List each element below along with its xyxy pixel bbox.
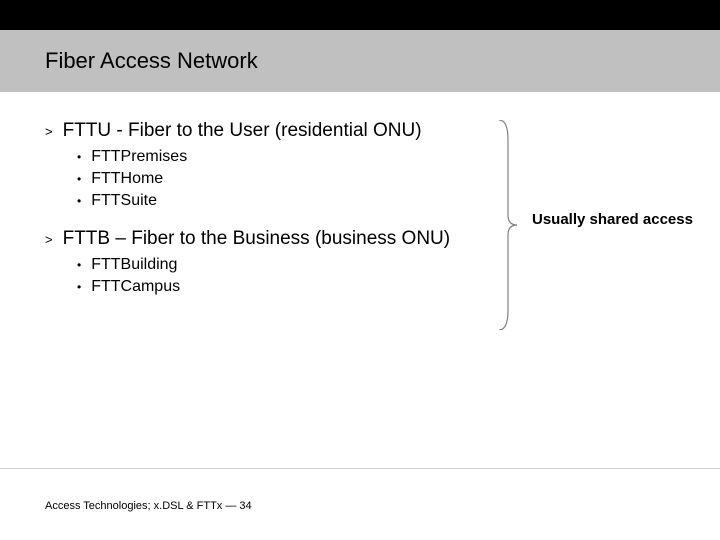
list-item: • FTTCampus	[77, 278, 450, 296]
level2-text: FTTSuite	[91, 192, 157, 210]
level2-text: FTTPremises	[91, 148, 187, 166]
bullet-marker: >	[45, 231, 53, 249]
footer-divider	[0, 468, 720, 469]
sublist: • FTTPremises • FTTHome • FTTSuite	[77, 148, 450, 210]
list-item: • FTTBuilding	[77, 256, 450, 274]
level2-text: FTTHome	[91, 170, 163, 188]
level2-text: FTTBuilding	[91, 256, 177, 274]
level1-text: FTTB – Fiber to the Business (business O…	[63, 228, 451, 250]
level2-text: FTTCampus	[91, 278, 180, 296]
content-area: > FTTU - Fiber to the User (residential …	[45, 120, 450, 314]
bullet-marker: •	[77, 278, 81, 296]
title-bar: Fiber Access Network	[0, 30, 720, 92]
list-item: • FTTSuite	[77, 192, 450, 210]
bullet-marker: •	[77, 192, 81, 210]
annotation-label: Usually shared access	[532, 211, 693, 228]
bullet-marker: •	[77, 148, 81, 166]
bullet-marker: >	[45, 123, 53, 141]
level1-text: FTTU - Fiber to the User (residential ON…	[63, 120, 422, 142]
bullet-marker: •	[77, 170, 81, 188]
list-item: > FTTU - Fiber to the User (residential …	[45, 120, 450, 142]
sublist: • FTTBuilding • FTTCampus	[77, 256, 450, 296]
bullet-marker: •	[77, 256, 81, 274]
list-item: • FTTPremises	[77, 148, 450, 166]
slide: Fiber Access Network > FTTU - Fiber to t…	[0, 0, 720, 540]
list-item: • FTTHome	[77, 170, 450, 188]
brace-icon	[497, 120, 519, 330]
top-black-bar	[0, 0, 720, 30]
slide-title: Fiber Access Network	[0, 48, 258, 74]
footer-text: Access Technologies; x.DSL & FTTx — 34	[45, 500, 252, 512]
list-item: > FTTB – Fiber to the Business (business…	[45, 228, 450, 250]
